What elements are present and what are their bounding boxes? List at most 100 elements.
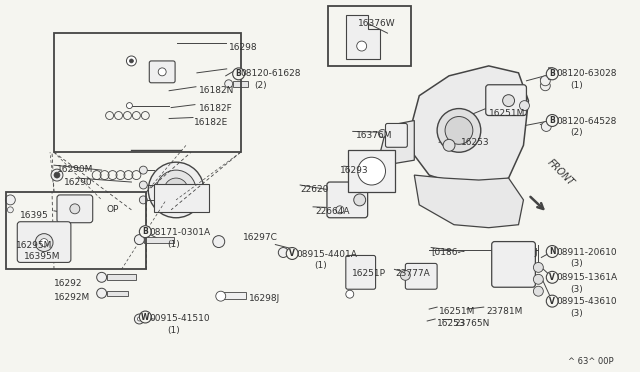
Text: (2): (2) bbox=[570, 128, 583, 137]
Circle shape bbox=[7, 207, 13, 213]
Text: ^ 63^ 00P: ^ 63^ 00P bbox=[568, 357, 614, 366]
Text: 16298: 16298 bbox=[228, 43, 257, 52]
Circle shape bbox=[148, 162, 204, 218]
Text: 16295M: 16295M bbox=[16, 241, 52, 250]
Circle shape bbox=[378, 129, 387, 137]
Circle shape bbox=[140, 226, 151, 238]
Circle shape bbox=[127, 56, 136, 66]
Circle shape bbox=[336, 206, 344, 214]
FancyBboxPatch shape bbox=[492, 241, 536, 287]
Text: 08120-63028: 08120-63028 bbox=[556, 69, 617, 78]
Text: 16376M: 16376M bbox=[356, 131, 392, 140]
Circle shape bbox=[140, 181, 147, 189]
Text: 16297C: 16297C bbox=[243, 232, 278, 242]
Text: 16251M: 16251M bbox=[439, 307, 476, 316]
Bar bbox=[107, 291, 129, 296]
Text: (3): (3) bbox=[570, 309, 583, 318]
Text: B: B bbox=[549, 116, 555, 125]
Circle shape bbox=[216, 291, 226, 301]
Circle shape bbox=[443, 140, 455, 151]
Circle shape bbox=[346, 290, 354, 298]
FancyBboxPatch shape bbox=[149, 61, 175, 83]
Circle shape bbox=[437, 109, 481, 152]
Text: N: N bbox=[549, 247, 556, 256]
Text: (1): (1) bbox=[570, 81, 583, 90]
Text: FRONT: FRONT bbox=[545, 157, 576, 188]
Circle shape bbox=[547, 115, 558, 126]
Circle shape bbox=[401, 270, 410, 280]
Text: 16376W: 16376W bbox=[358, 19, 396, 28]
Text: B: B bbox=[236, 69, 241, 78]
Text: V: V bbox=[289, 249, 295, 258]
Circle shape bbox=[533, 286, 543, 296]
Circle shape bbox=[127, 103, 132, 109]
Circle shape bbox=[533, 262, 543, 272]
Text: 16395: 16395 bbox=[20, 211, 49, 220]
Text: B: B bbox=[549, 69, 555, 78]
Circle shape bbox=[356, 41, 367, 51]
Text: 23781M: 23781M bbox=[487, 307, 523, 316]
Circle shape bbox=[156, 170, 196, 210]
Circle shape bbox=[140, 166, 147, 174]
Circle shape bbox=[547, 246, 558, 257]
Polygon shape bbox=[412, 66, 529, 188]
Text: (1): (1) bbox=[167, 326, 180, 335]
Circle shape bbox=[134, 235, 145, 244]
Text: 16395M: 16395M bbox=[24, 251, 61, 260]
Circle shape bbox=[97, 288, 107, 298]
Text: 08171-0301A: 08171-0301A bbox=[149, 228, 211, 237]
Circle shape bbox=[445, 116, 473, 144]
Text: 16253: 16253 bbox=[461, 138, 490, 147]
Text: B: B bbox=[143, 227, 148, 236]
Circle shape bbox=[286, 247, 298, 259]
Text: V: V bbox=[549, 273, 555, 282]
Text: 23765N: 23765N bbox=[454, 319, 490, 328]
Circle shape bbox=[140, 196, 147, 204]
Circle shape bbox=[547, 271, 558, 283]
Text: 16251P: 16251P bbox=[352, 269, 386, 278]
Text: 22664A: 22664A bbox=[315, 207, 349, 216]
Text: 16290M: 16290M bbox=[57, 165, 93, 174]
Circle shape bbox=[540, 76, 550, 86]
Circle shape bbox=[278, 247, 288, 257]
Circle shape bbox=[358, 157, 385, 185]
Circle shape bbox=[533, 274, 543, 284]
Text: J: J bbox=[534, 247, 537, 257]
Circle shape bbox=[541, 122, 551, 131]
Text: 08120-64528: 08120-64528 bbox=[556, 116, 616, 125]
Text: (1): (1) bbox=[167, 240, 180, 248]
Bar bbox=[348, 150, 396, 192]
Bar bbox=[233, 81, 248, 87]
Text: 08915-43610: 08915-43610 bbox=[556, 297, 617, 306]
Circle shape bbox=[158, 68, 166, 76]
Text: 08915-1361A: 08915-1361A bbox=[556, 273, 618, 282]
Text: 16182N: 16182N bbox=[199, 86, 234, 95]
Text: 08120-61628: 08120-61628 bbox=[241, 69, 301, 78]
Circle shape bbox=[70, 204, 80, 214]
Text: 22620: 22620 bbox=[300, 185, 328, 194]
Text: 08915-4401A: 08915-4401A bbox=[296, 250, 357, 259]
Text: 16182E: 16182E bbox=[194, 118, 228, 126]
Text: 16293: 16293 bbox=[340, 166, 369, 175]
Text: 16292M: 16292M bbox=[54, 293, 90, 302]
Circle shape bbox=[520, 101, 529, 110]
Circle shape bbox=[547, 68, 558, 80]
Circle shape bbox=[213, 235, 225, 247]
Bar bbox=[6, 192, 147, 269]
Circle shape bbox=[97, 272, 107, 282]
FancyBboxPatch shape bbox=[17, 222, 71, 262]
Circle shape bbox=[138, 317, 141, 321]
Text: (2): (2) bbox=[255, 81, 267, 90]
Polygon shape bbox=[380, 121, 414, 165]
Circle shape bbox=[129, 59, 133, 63]
FancyBboxPatch shape bbox=[385, 124, 407, 147]
Text: 23777A: 23777A bbox=[396, 269, 430, 278]
Polygon shape bbox=[414, 175, 524, 228]
Text: V: V bbox=[549, 296, 555, 306]
Polygon shape bbox=[346, 15, 380, 59]
Text: [0186-: [0186- bbox=[431, 247, 461, 257]
Circle shape bbox=[54, 172, 60, 178]
Circle shape bbox=[164, 178, 188, 202]
Text: 16253: 16253 bbox=[437, 319, 466, 328]
Text: (3): (3) bbox=[570, 285, 583, 294]
